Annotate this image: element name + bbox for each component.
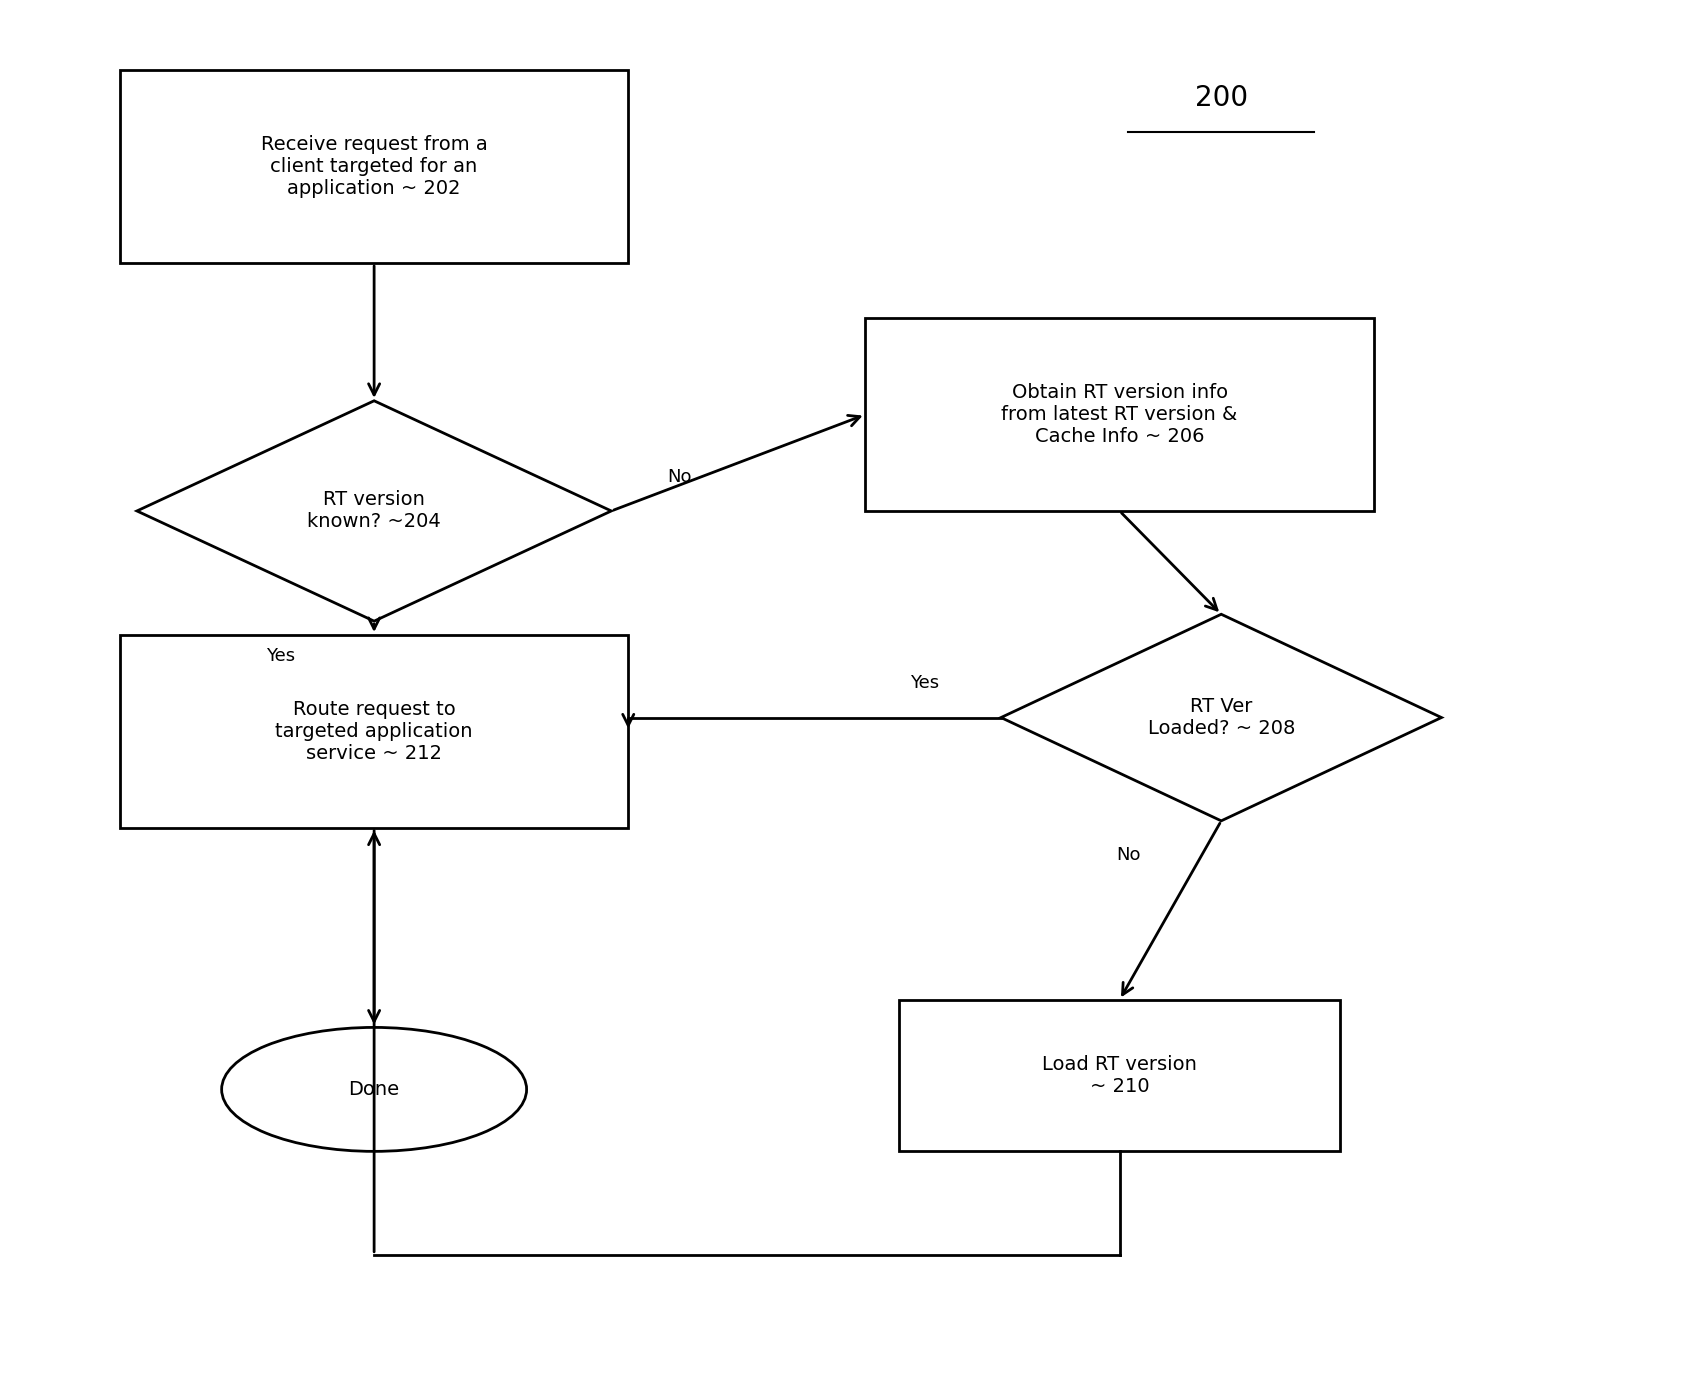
Text: RT version
known? ~204: RT version known? ~204 xyxy=(307,490,441,531)
FancyBboxPatch shape xyxy=(120,70,628,264)
Text: RT Ver
Loaded? ~ 208: RT Ver Loaded? ~ 208 xyxy=(1147,697,1295,738)
Text: Receive request from a
client targeted for an
application ~ 202: Receive request from a client targeted f… xyxy=(261,135,487,199)
Text: No: No xyxy=(667,468,691,486)
FancyBboxPatch shape xyxy=(120,635,628,828)
Text: No: No xyxy=(1117,846,1140,864)
Text: 200: 200 xyxy=(1195,84,1247,112)
Text: Yes: Yes xyxy=(266,647,295,665)
Ellipse shape xyxy=(222,1028,526,1151)
Text: Load RT version
~ 210: Load RT version ~ 210 xyxy=(1042,1056,1196,1096)
FancyBboxPatch shape xyxy=(865,319,1373,511)
FancyBboxPatch shape xyxy=(899,1000,1341,1151)
Text: Route request to
targeted application
service ~ 212: Route request to targeted application se… xyxy=(275,700,473,763)
Text: Done: Done xyxy=(348,1081,400,1098)
Polygon shape xyxy=(1001,614,1441,821)
Text: Yes: Yes xyxy=(910,673,940,693)
Polygon shape xyxy=(137,400,611,621)
Text: Obtain RT version info
from latest RT version &
Cache Info ~ 206: Obtain RT version info from latest RT ve… xyxy=(1001,384,1237,446)
